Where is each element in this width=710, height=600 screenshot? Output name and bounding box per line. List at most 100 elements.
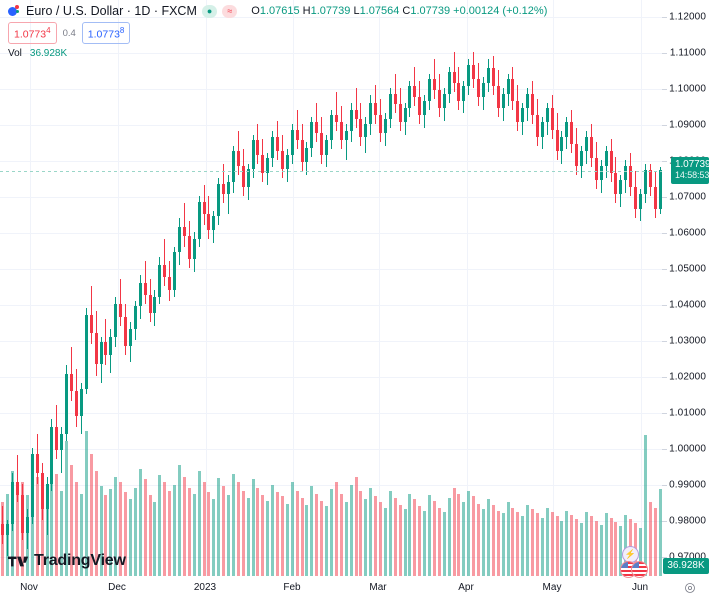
price-tick-dash — [662, 448, 667, 450]
volume-bar — [497, 510, 500, 576]
volume-bar — [531, 509, 534, 576]
bid-price[interactable]: 1.07734 — [8, 22, 57, 44]
candle-body — [423, 100, 426, 116]
candle-body — [90, 315, 93, 333]
volume-bar — [369, 487, 372, 576]
ask-price[interactable]: 1.07738 — [81, 22, 131, 44]
volume-bar — [335, 482, 338, 576]
candle-body — [516, 100, 519, 123]
volume-bar — [408, 493, 411, 576]
candle-body — [482, 82, 485, 98]
volume-bar — [340, 493, 343, 576]
price-tick-label: 1.12000 — [669, 11, 706, 22]
candle-body — [271, 136, 274, 159]
candle-body — [502, 93, 505, 108]
candle-body — [163, 264, 166, 278]
candle-wick — [61, 426, 62, 474]
volume-bar — [296, 490, 299, 576]
volume-bar — [330, 489, 333, 576]
price-tick-dash — [662, 340, 667, 342]
volume-bar — [320, 500, 323, 576]
long-badge[interactable]: ● — [201, 4, 218, 18]
candle-wick — [7, 520, 8, 557]
gear-icon[interactable] — [684, 582, 696, 594]
gridline-horizontal — [0, 268, 662, 270]
candle-body — [610, 151, 613, 173]
volume-bar — [70, 465, 73, 576]
volume-bar — [560, 520, 563, 576]
volume-bar — [75, 482, 78, 576]
candle-body — [109, 336, 112, 355]
price-tick-label: 1.01000 — [669, 407, 706, 418]
candle-body — [428, 79, 431, 101]
volume-bar — [149, 494, 152, 576]
volume-bar — [41, 485, 44, 576]
volume-bar — [55, 473, 58, 576]
candle-body — [565, 122, 568, 137]
price-tick-dash — [662, 412, 667, 414]
volume-bar — [482, 509, 485, 576]
chart-plot-area[interactable] — [0, 0, 662, 576]
symbol-title[interactable]: Euro / U.S. Dollar · 1D · FXCM — [26, 4, 197, 18]
time-tick-label: Apr — [458, 582, 474, 593]
volume-tag[interactable]: 36.928K — [663, 558, 709, 574]
candle-body — [580, 151, 583, 166]
candle-body — [374, 102, 377, 116]
volume-bar — [418, 506, 421, 576]
candle-body — [418, 97, 421, 116]
price-axis[interactable]: 1.120001.110001.100001.090001.080001.070… — [662, 0, 710, 576]
volume-bar — [203, 482, 206, 576]
time-axis[interactable]: Nov Dec 2023 Feb Mar Apr May Jun — [0, 576, 710, 600]
bid-main: 1.0773 — [14, 28, 47, 41]
candle-body — [144, 282, 147, 296]
volume-bar — [624, 514, 627, 576]
low-value: 1.07564 — [359, 5, 400, 17]
volume-bar — [256, 487, 259, 576]
gridline-vertical — [552, 0, 554, 576]
gridline-horizontal — [0, 196, 662, 198]
candle-body — [345, 131, 348, 141]
candle-wick — [454, 52, 455, 92]
close-label: C — [402, 5, 411, 17]
volume-bar — [516, 512, 519, 576]
candle-body — [21, 495, 24, 533]
candle-body — [507, 79, 510, 94]
candle-wick — [346, 124, 347, 161]
price-tick-dash — [662, 520, 667, 522]
volume-legend-row: Vol 36.928K — [8, 46, 547, 60]
volume-bar — [448, 497, 451, 576]
tradingview-logo[interactable]: TradingView — [8, 552, 126, 570]
volume-bar — [507, 502, 510, 576]
volume-bar — [639, 527, 642, 576]
volume-bar — [443, 512, 446, 576]
candle-body — [232, 151, 235, 182]
volume-bar — [134, 487, 137, 576]
gridline-horizontal — [0, 16, 662, 18]
us-flag-icon[interactable] — [631, 561, 648, 578]
time-tick-label: Nov — [20, 582, 38, 593]
time-tick-label: 2023 — [193, 582, 217, 593]
volume-bar — [301, 497, 304, 576]
volume-bar — [462, 502, 465, 576]
candle-body — [281, 151, 284, 170]
price-tick-dash — [662, 160, 667, 162]
candle-body — [291, 129, 294, 155]
ask-sup: 8 — [119, 26, 125, 36]
candle-body — [340, 122, 343, 141]
candle-body — [305, 147, 308, 162]
tradingview-mark-icon — [8, 556, 29, 566]
candle-body — [359, 118, 362, 137]
gridline-horizontal — [0, 484, 662, 486]
candle-body — [325, 140, 328, 155]
candle-body — [119, 304, 122, 317]
candle-body — [585, 136, 588, 152]
price-tick-label: 1.06000 — [669, 227, 706, 238]
candle-wick — [91, 286, 92, 344]
current-price-tag[interactable]: 1.07739 14:58:53 — [671, 156, 710, 184]
volume-bar — [188, 487, 191, 576]
volume-bar — [374, 496, 377, 576]
price-tick-label: 1.10000 — [669, 83, 706, 94]
legend-title-row: Euro / U.S. Dollar · 1D · FXCM ● ≈ O1.07… — [8, 3, 547, 19]
short-badge[interactable]: ≈ — [222, 4, 238, 18]
candle-body — [443, 93, 446, 108]
